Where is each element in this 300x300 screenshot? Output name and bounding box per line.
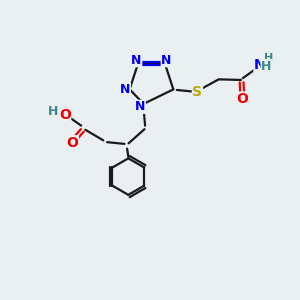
Text: N: N [161,54,172,67]
Text: H: H [263,53,273,63]
Text: O: O [59,108,70,122]
Text: N: N [135,100,145,113]
Text: O: O [66,136,78,150]
Text: N: N [131,54,142,67]
Text: H: H [48,105,59,118]
Text: S: S [193,85,202,99]
Text: O: O [236,92,248,106]
Text: N: N [254,58,266,72]
Text: H: H [261,60,272,73]
Text: N: N [120,83,130,96]
